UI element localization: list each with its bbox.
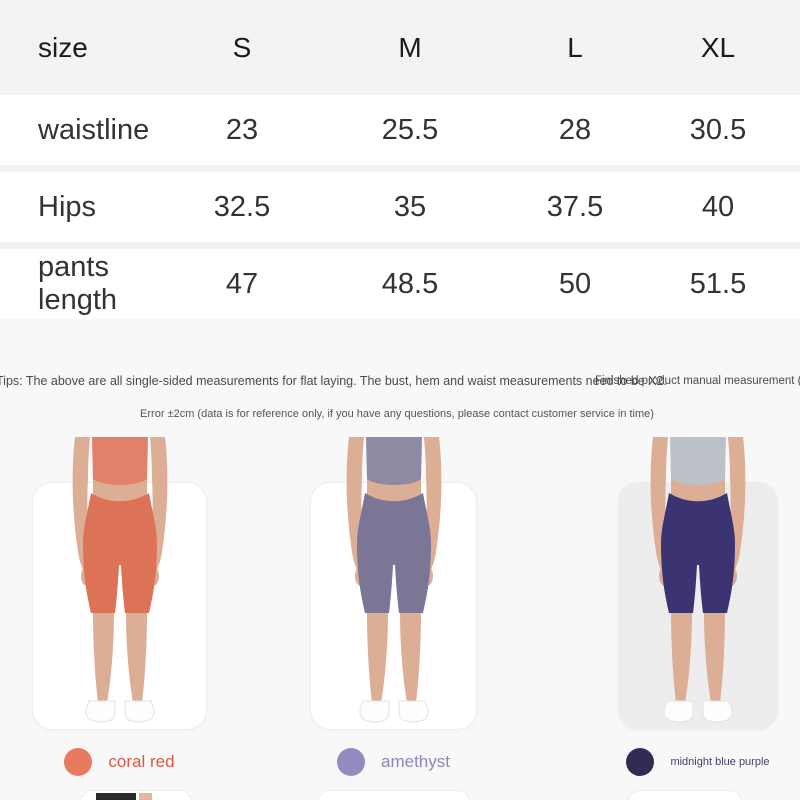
next-row-card-partial <box>318 790 470 800</box>
hips-l: 37.5 <box>546 190 604 223</box>
row-divider <box>0 165 800 172</box>
row-divider <box>0 242 800 249</box>
table-row-hips: Hips 32.5 35 37.5 40 <box>0 172 800 242</box>
color-option-midnight-blue-purple[interactable]: midnight blue purple <box>618 745 778 779</box>
row-label-pants-length: pants length <box>38 251 118 316</box>
color-option-amethyst[interactable]: amethyst <box>310 745 477 779</box>
product-amethyst: amethyst <box>310 435 477 800</box>
next-row-card-partial <box>80 790 192 800</box>
midnight-blue-purple-swatch-icon <box>626 748 655 776</box>
row-label-waistline: waistline <box>38 113 150 146</box>
size-table: size S M L XL waistline 23 25.5 28 30.5 … <box>0 0 800 319</box>
waistline-xl: 30.5 <box>689 113 747 146</box>
hips-xl: 40 <box>701 190 735 223</box>
size-table-header-row: size S M L XL <box>0 0 800 95</box>
model-photo-midnight-blue-purple <box>650 437 746 723</box>
model-photo-coral-red <box>72 437 167 723</box>
pants-length-xl: 51.5 <box>689 267 747 300</box>
hips-s: 32.5 <box>213 190 271 223</box>
pants-length-m: 48.5 <box>381 267 439 300</box>
tips-error-note: Error ±2cm (data is for reference only, … <box>140 408 654 420</box>
size-col-xl: XL <box>700 31 736 63</box>
waistline-s: 23 <box>225 113 259 146</box>
next-row-thumbnail-fragment <box>96 793 136 800</box>
coral-red-swatch-icon <box>64 748 93 776</box>
tips-unit-note: Finished product manual measurement (uni… <box>595 375 800 387</box>
size-col-m: M <box>398 31 422 63</box>
waistline-m: 25.5 <box>381 113 439 146</box>
tips-measurement-note: Tips: The above are all single-sided mea… <box>0 374 667 388</box>
next-row-card-partial <box>628 790 742 800</box>
size-col-l: L <box>567 31 583 63</box>
product-midnight-blue-purple: midnight blue purple <box>618 435 778 800</box>
size-col-s: S <box>232 31 252 63</box>
product-coral-red: coral red <box>32 435 207 800</box>
row-label-hips: Hips <box>38 190 97 223</box>
tips-section: Tips: The above are all single-sided mea… <box>0 320 800 435</box>
size-header-label: size <box>38 31 88 63</box>
color-option-coral-red[interactable]: coral red <box>32 745 207 779</box>
amethyst-label: amethyst <box>381 752 450 771</box>
table-row-pants-length: pants length 47 48.5 50 51.5 <box>0 249 800 319</box>
hips-m: 35 <box>393 190 427 223</box>
next-row-thumbnail-fragment <box>139 793 152 800</box>
waistline-l: 28 <box>558 113 592 146</box>
amethyst-swatch-icon <box>337 748 365 776</box>
table-row-waistline: waistline 23 25.5 28 30.5 <box>0 95 800 165</box>
midnight-blue-purple-label: midnight blue purple <box>670 756 770 768</box>
coral-red-label: coral red <box>108 752 175 771</box>
pants-length-l: 50 <box>558 267 592 300</box>
model-photo-amethyst <box>346 437 441 723</box>
pants-length-s: 47 <box>225 267 259 300</box>
